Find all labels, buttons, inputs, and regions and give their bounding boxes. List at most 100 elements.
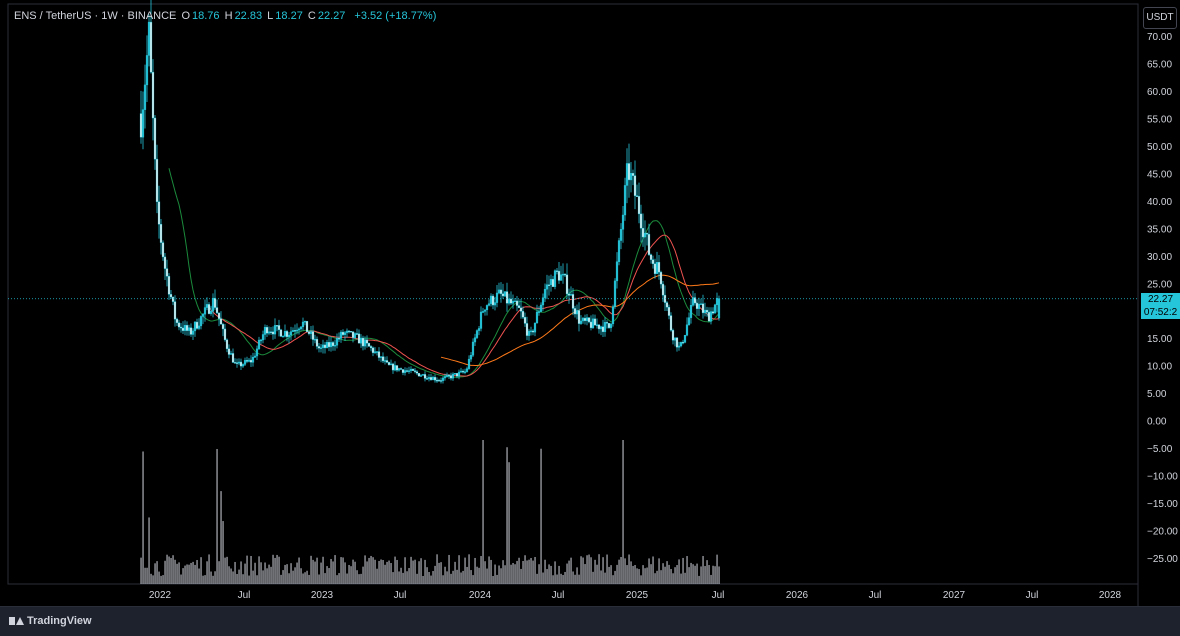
volume-bar	[298, 557, 300, 584]
candle-body	[647, 234, 651, 255]
candle-body	[307, 331, 311, 334]
candle-body	[667, 306, 671, 316]
volume-bar	[202, 575, 204, 584]
candle-body	[285, 331, 289, 337]
volume-bar	[394, 556, 396, 584]
volume-bar	[228, 566, 230, 584]
volume-bar	[286, 564, 288, 584]
volume-bar	[334, 555, 336, 584]
candle-body	[229, 353, 233, 355]
candle-body	[443, 376, 447, 379]
volume-bar	[548, 564, 550, 584]
candle-body	[315, 338, 319, 347]
candle-body	[611, 306, 615, 325]
volume-bar	[404, 557, 406, 584]
tradingview-logo[interactable]: TradingView	[9, 615, 92, 627]
volume-bar	[304, 572, 306, 584]
candle-body	[567, 293, 571, 296]
y-tick-label: 30.00	[1147, 252, 1172, 263]
candle-body	[463, 371, 467, 373]
volume-bar	[588, 554, 590, 584]
volume-bar	[282, 570, 284, 584]
candle-body	[657, 262, 661, 273]
candle-body	[187, 327, 191, 331]
candle-body	[617, 240, 621, 262]
candle-body	[217, 312, 221, 319]
volume-bar	[184, 565, 186, 584]
chart-area[interactable]: 70.00 65.00 60.00 55.00 50.00 45.00 40.00 35.00…	[0, 0, 1180, 606]
candle-body	[397, 368, 401, 371]
volume-bar	[544, 559, 546, 584]
ma-line-red	[208, 234, 720, 377]
candle-body	[661, 283, 665, 296]
volume-bar	[362, 566, 364, 584]
symbol-label[interactable]: ENS / TetherUS · 1W · BINANCE	[14, 10, 177, 22]
candle-body	[485, 305, 489, 311]
volume-bar	[542, 572, 544, 584]
volume-bar	[652, 556, 654, 584]
volume-bar	[164, 560, 166, 584]
candle-body	[691, 297, 695, 306]
candle-body	[311, 331, 315, 340]
candle-body	[565, 274, 569, 295]
volume-bar	[524, 555, 526, 584]
volume-bar	[632, 565, 634, 584]
candle-body	[419, 375, 423, 377]
volume-bar	[326, 566, 328, 584]
volume-bar	[664, 566, 666, 584]
volume-bar	[436, 554, 438, 584]
volume-bar	[170, 557, 172, 584]
candle-body	[679, 341, 683, 347]
volume-bar	[646, 567, 648, 584]
candle-body	[239, 361, 243, 367]
open-label: O	[181, 10, 191, 22]
candle-body	[339, 331, 343, 339]
currency-button[interactable]: USDT	[1143, 7, 1177, 29]
volume-bar	[314, 561, 316, 584]
volume-bar	[372, 557, 374, 584]
candle-body	[681, 341, 685, 344]
volume-bar	[142, 451, 144, 584]
volume-bar	[396, 559, 398, 584]
candle-body	[483, 309, 487, 312]
volume-bar	[368, 557, 370, 584]
volume-bar	[376, 568, 378, 584]
volume-bar	[472, 575, 474, 584]
volume-bar	[540, 448, 542, 584]
candle-body	[561, 273, 565, 276]
candle-body	[709, 311, 713, 322]
volume-bar	[680, 573, 682, 584]
candle-body	[367, 343, 371, 347]
volume-bar	[690, 562, 692, 584]
volume-bar	[560, 573, 562, 584]
volume-bar	[706, 560, 708, 584]
volume-bar	[526, 560, 528, 584]
volume-bar	[266, 568, 268, 584]
volume-bar	[194, 564, 196, 584]
y-tick-label: −5.00	[1147, 444, 1173, 455]
candle-body	[189, 327, 193, 335]
candle-body	[633, 175, 637, 196]
candle-body	[401, 369, 405, 373]
candle-body	[153, 117, 157, 160]
volume-bar	[450, 573, 452, 584]
candle-body	[641, 227, 645, 238]
volume-bar	[578, 574, 580, 584]
volume-bar	[710, 574, 712, 584]
candle-body	[333, 344, 337, 347]
y-tick-label: −10.00	[1147, 471, 1178, 482]
candle-body	[221, 324, 225, 330]
candle-body	[259, 339, 263, 342]
candle-body	[467, 358, 471, 369]
candle-body	[345, 330, 349, 333]
candle-body	[471, 341, 475, 356]
candle-body	[349, 331, 353, 333]
y-tick-label: −20.00	[1147, 526, 1178, 537]
price-chart[interactable]: 70.00 65.00 60.00 55.00 50.00 45.00 40.00 35.00…	[0, 0, 1180, 606]
candle-body	[433, 376, 437, 381]
volume-bar	[290, 563, 292, 584]
candle-body	[637, 196, 641, 215]
x-tick-label: 2027	[943, 590, 966, 601]
candle-body	[157, 201, 161, 225]
ma-line-orange	[440, 274, 720, 366]
